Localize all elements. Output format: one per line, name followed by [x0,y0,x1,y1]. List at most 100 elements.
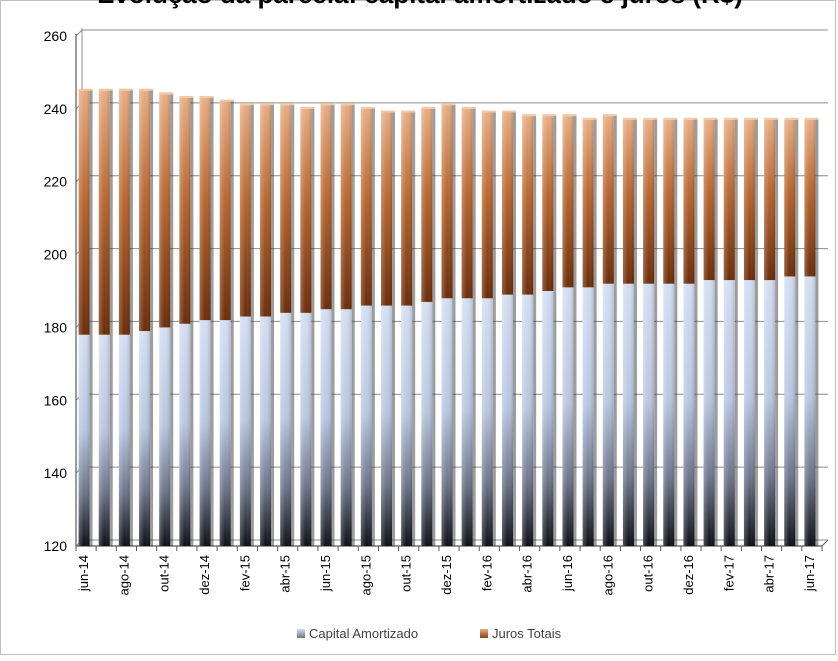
bar-side-face [573,115,577,547]
bar-top [340,103,355,106]
bar-top [219,99,234,102]
bar-side-face [311,107,315,546]
chart-title-clipped: Evolução da parcela: capital amortizado … [1,0,838,10]
y-tick-label: 260 [44,28,68,44]
bar-side-face [89,89,93,547]
bar-side-face [230,100,234,547]
legend-label-capital-amortizado: Capital Amortizado [309,626,418,641]
bar-side-face [392,111,396,546]
bar-top [98,88,113,91]
y-tick-label: 200 [44,247,68,263]
bar-top [723,117,738,120]
bar-side-face [694,118,698,547]
bar-top [401,110,416,113]
bar-shading [743,119,755,547]
x-tick-label: out-16 [641,555,656,592]
bar-shading [118,90,130,547]
bar-top [441,103,456,106]
bar-side-face [150,89,154,547]
bar-side-face [129,89,133,547]
bar-shading [441,105,453,546]
bar-shading [421,108,433,546]
x-tick-label: fev-17 [721,555,736,591]
bar-top [118,88,133,91]
bar-side-face [472,107,476,546]
y-tick-label: 240 [44,101,68,117]
bar-shading [280,105,292,546]
gridline-depth [75,29,83,37]
bar-shading [501,112,513,546]
bar-shading [522,116,534,547]
bar-top [139,88,154,91]
bar-top [320,103,335,106]
x-axis-tick-labels: jun-14 ago-14 out-14 dez-14 fev-15 abr-15 jun-… [76,555,817,595]
bar-shading [461,108,473,546]
bar-top [260,103,275,106]
bar-side-face [754,118,758,547]
x-tick-label: ago-16 [600,555,615,595]
bar-shading [481,112,493,546]
x-tick-label: dez-14 [197,555,212,595]
bar-shading [219,101,231,547]
bar-shading [542,116,554,547]
x-tick-label: abr-16 [520,555,535,593]
bar-top [481,110,496,113]
bar-side-face [432,107,436,546]
bar-shading [622,119,634,547]
bar-side-face [351,104,355,546]
bar-side-face [210,96,214,546]
x-tick-label: out-15 [399,555,414,592]
x-tick-label: fev-16 [479,555,494,591]
bar-shading [340,105,352,546]
x-tick-label: ago-15 [358,555,373,595]
x-tick-label: out-14 [157,555,172,592]
bar-side-face [654,118,658,547]
bar-side-face [452,104,456,546]
bar-side-face [271,104,275,546]
x-tick-label: jun-17 [802,555,817,592]
bar-side-face [674,118,678,547]
bar-top [421,106,436,109]
bar-shading [703,119,715,547]
bar-side-face [775,118,779,547]
bar-side-face [512,111,516,546]
y-tick-label: 220 [44,174,68,190]
bar-shading [764,119,776,547]
bar-top [300,106,315,109]
bar-top [683,117,698,120]
bar-top [159,92,174,95]
bar-side-face [371,107,375,546]
bar-side-face [412,111,416,546]
x-tick-label: fev-15 [237,555,252,591]
x-tick-label: abr-15 [278,555,293,593]
bar-side-face [291,104,295,546]
y-tick-label: 180 [44,319,68,335]
bar-shading [582,119,594,547]
bar-top [239,103,254,106]
bar-top [280,103,295,106]
bar-shading [260,105,272,546]
bar-shading [239,105,251,546]
x-tick-label: jun-15 [318,555,333,592]
bar-shading [562,116,574,547]
bar-shading [683,119,695,547]
bar-shading [784,119,796,547]
x-tick-label: abr-17 [762,555,777,593]
bar-shading [643,119,655,547]
y-tick-label: 140 [44,465,68,481]
bar-top [461,106,476,109]
bar-top [582,117,597,120]
bar-top [663,117,678,120]
bar-top [622,117,637,120]
x-axis-depth [821,539,829,547]
bar-top [381,110,396,113]
bar-side-face [714,118,718,547]
bar-side-face [795,118,799,547]
bar-top [360,106,375,109]
bar-shading [320,105,332,546]
y-tick-label: 160 [44,392,68,408]
bar-top [602,114,617,117]
bar-top [784,117,799,120]
bar-side-face [190,96,194,546]
